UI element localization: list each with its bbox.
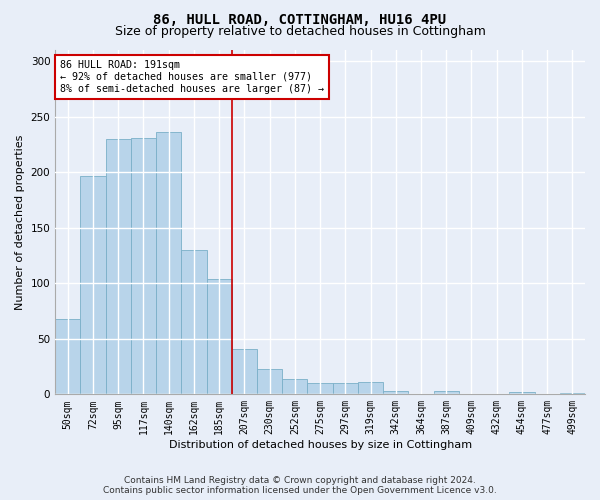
Bar — [156, 132, 181, 394]
Bar — [80, 176, 106, 394]
Text: Size of property relative to detached houses in Cottingham: Size of property relative to detached ho… — [115, 25, 485, 38]
Bar — [181, 250, 206, 394]
Bar — [206, 279, 232, 394]
Bar — [560, 393, 585, 394]
Text: Contains HM Land Registry data © Crown copyright and database right 2024.
Contai: Contains HM Land Registry data © Crown c… — [103, 476, 497, 495]
Bar — [232, 349, 257, 395]
Bar — [55, 319, 80, 394]
Bar — [332, 383, 358, 394]
X-axis label: Distribution of detached houses by size in Cottingham: Distribution of detached houses by size … — [169, 440, 472, 450]
Text: 86, HULL ROAD, COTTINGHAM, HU16 4PU: 86, HULL ROAD, COTTINGHAM, HU16 4PU — [154, 12, 446, 26]
Bar — [282, 379, 307, 394]
Bar — [307, 383, 332, 394]
Text: 86 HULL ROAD: 191sqm
← 92% of detached houses are smaller (977)
8% of semi-detac: 86 HULL ROAD: 191sqm ← 92% of detached h… — [61, 60, 325, 94]
Bar — [131, 138, 156, 394]
Bar — [434, 391, 459, 394]
Bar — [106, 139, 131, 394]
Y-axis label: Number of detached properties: Number of detached properties — [15, 134, 25, 310]
Bar — [358, 382, 383, 394]
Bar — [509, 392, 535, 394]
Bar — [257, 369, 282, 394]
Bar — [383, 391, 409, 394]
